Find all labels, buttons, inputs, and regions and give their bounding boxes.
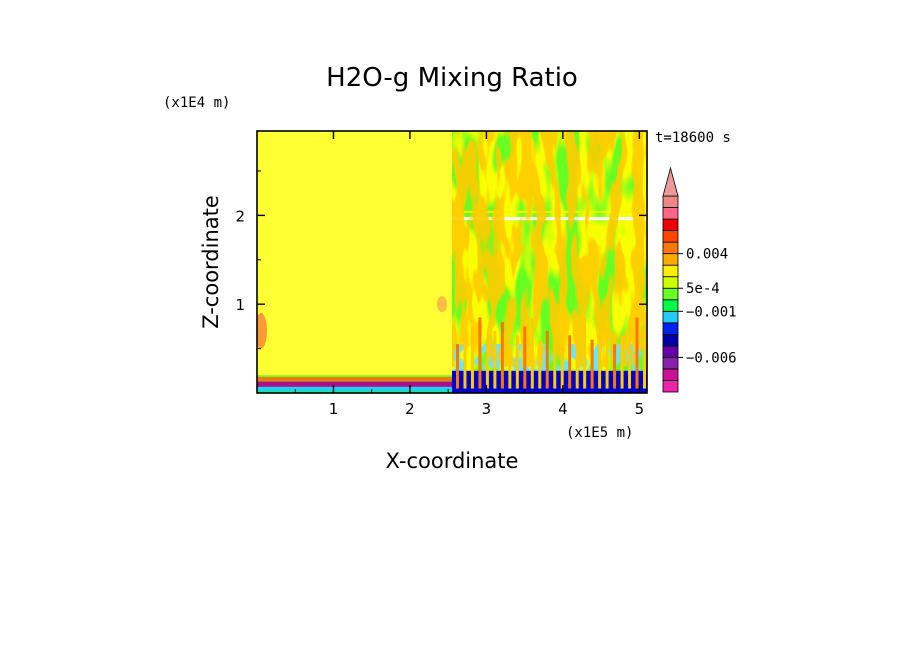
colorbar-swatch: [662, 368, 679, 381]
x-tick-label: 1: [329, 400, 339, 418]
colorbar-swatch: [662, 345, 679, 358]
plume: [583, 317, 587, 389]
colorbar-swatch: [662, 310, 679, 324]
plume: [560, 344, 564, 389]
colorbar-swatch: [662, 195, 679, 208]
plume: [538, 339, 542, 389]
plume: [575, 326, 579, 389]
plume: [590, 339, 594, 389]
plume: [643, 339, 646, 389]
plot-frame: [256, 130, 648, 394]
surface-band: [257, 386, 452, 393]
y-axis-label: Z-coordinate: [199, 195, 223, 329]
plume: [545, 330, 549, 389]
plume: [628, 326, 632, 389]
colorbar-swatch: [662, 380, 679, 393]
colorbar-extend-arrow: [662, 166, 679, 197]
colorbar-label: −0.006: [686, 350, 737, 366]
plume: [470, 326, 474, 389]
colorbar-swatch: [662, 276, 679, 289]
plume: [508, 344, 512, 389]
x-tick-label: 5: [635, 400, 645, 418]
colorbar-swatch: [662, 357, 679, 370]
y-axis: 12: [235, 170, 647, 350]
plume: [463, 335, 467, 389]
colorbar-swatch: [662, 264, 679, 278]
plume: [553, 321, 557, 389]
y-tick-label: 2: [235, 207, 245, 225]
colorbar-label: 0.004: [686, 247, 728, 263]
surface-band: [257, 377, 452, 382]
chart-title: H2O-g Mixing Ratio: [326, 63, 578, 93]
surface-band: [257, 391, 452, 393]
surface-band: [257, 381, 452, 388]
time-label: t=18600 s: [655, 130, 731, 146]
colorbar-swatch: [662, 241, 679, 255]
x-scale-label: (x1E5 m): [566, 425, 633, 441]
x-axis-label: X-coordinate: [386, 449, 519, 473]
colorbar-swatch: [662, 230, 679, 243]
plume: [456, 344, 459, 389]
plume: [605, 321, 609, 389]
plume-texture: [452, 131, 647, 367]
plume: [485, 339, 489, 389]
plume: [493, 330, 497, 389]
colorbar-swatch: [662, 253, 679, 266]
colorbar-swatch: [662, 287, 679, 301]
plume: [478, 317, 482, 389]
x-tick-label: 4: [558, 400, 568, 418]
plume: [620, 335, 624, 389]
plume: [530, 317, 534, 389]
plume: [515, 335, 519, 389]
edge-plume: [257, 312, 267, 349]
plume: [523, 326, 527, 389]
plume: [500, 321, 504, 389]
colorbar-swatch: [662, 333, 679, 347]
x-tick-label: 2: [405, 400, 415, 418]
colorbar-label: −0.001: [686, 304, 737, 320]
edge-plume: [437, 296, 447, 313]
x-tick-label: 3: [482, 400, 492, 418]
plume: [598, 330, 602, 389]
colorbar-swatch: [662, 218, 679, 231]
y-tick-label: 1: [235, 296, 245, 314]
colorbar-label: 5e-4: [686, 281, 720, 297]
contour-field: [257, 131, 647, 393]
colorbar: [662, 166, 679, 393]
plume: [635, 317, 639, 389]
plume: [568, 335, 572, 389]
colorbar-swatch: [662, 299, 679, 312]
y-scale-label: (x1E4 m): [163, 95, 230, 111]
field-left-region: [257, 131, 452, 376]
colorbar-swatch: [662, 322, 679, 335]
x-axis: 1 2 3 4 5: [294, 131, 645, 418]
colorbar-swatch: [662, 207, 679, 220]
colorbar-labels: 0.004 5e-4 −0.001 −0.006: [678, 247, 737, 366]
plume: [613, 344, 617, 389]
